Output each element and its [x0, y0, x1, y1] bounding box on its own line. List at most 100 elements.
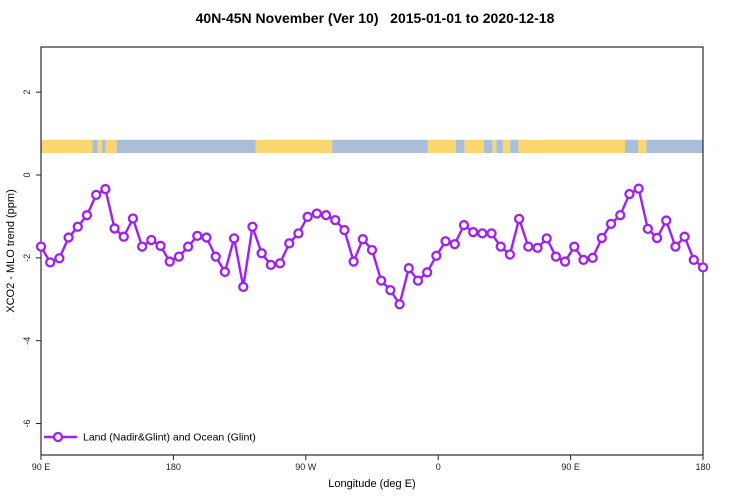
- data-point: [228, 233, 240, 244]
- data-point: [100, 183, 111, 195]
- data-point: [486, 228, 497, 239]
- data-point: [651, 232, 663, 244]
- map-band-segment-land: [255, 139, 333, 154]
- data-point: [182, 241, 194, 252]
- data-point: [127, 213, 139, 224]
- x-axis-title: Longitude (deg E): [328, 478, 416, 490]
- data-point: [35, 241, 47, 252]
- data-point: [596, 232, 608, 244]
- data-point: [679, 231, 690, 242]
- data-point: [91, 189, 102, 201]
- data-point: [559, 256, 571, 267]
- map-band-segment-ocean: [646, 139, 703, 154]
- data-point: [219, 266, 231, 278]
- data-point: [431, 250, 442, 261]
- data-point: [633, 183, 644, 194]
- data-point: [320, 210, 332, 221]
- data-point: [247, 221, 258, 232]
- data-point: [265, 259, 277, 271]
- map-band-segment-land: [97, 139, 103, 154]
- map-band-segment-ocean: [625, 139, 639, 154]
- data-point: [661, 215, 672, 226]
- data-point: [311, 208, 322, 219]
- data-point: [155, 240, 166, 251]
- x-tick-label: 180: [695, 462, 710, 472]
- map-band-segment-land: [518, 139, 626, 154]
- data-point: [642, 223, 653, 234]
- data-point: [238, 281, 249, 292]
- data-point: [605, 218, 617, 230]
- data-point: [688, 254, 699, 266]
- y-tick-label: 2: [22, 90, 32, 95]
- data-point: [458, 219, 470, 231]
- data-point: [440, 236, 451, 247]
- data-point: [348, 256, 359, 267]
- data-point: [504, 249, 516, 260]
- map-band-segment-land: [492, 139, 497, 154]
- map-band-segment-ocean: [455, 139, 465, 154]
- data-point: [192, 230, 203, 242]
- y-tick-label: -2: [22, 254, 32, 262]
- data-point: [63, 232, 74, 243]
- map-band-segment-ocean: [116, 139, 256, 154]
- data-point: [210, 251, 221, 262]
- data-point: [697, 262, 709, 273]
- data-point: [54, 253, 65, 264]
- map-band-segment-ocean: [332, 139, 428, 154]
- data-point: [412, 275, 424, 286]
- data-point: [72, 221, 83, 232]
- data-point: [256, 248, 267, 259]
- data-point: [670, 241, 681, 252]
- data-point: [467, 227, 479, 238]
- data-point: [201, 232, 212, 243]
- data-point: [146, 234, 157, 246]
- chart-title: 40N-45N November (Ver 10) 2015-01-01 to …: [195, 10, 555, 26]
- data-point: [293, 228, 304, 239]
- data-point: [532, 242, 543, 254]
- map-band-segment-land: [502, 139, 511, 154]
- data-point: [330, 214, 341, 226]
- data-point: [164, 256, 175, 267]
- data-point: [624, 188, 635, 200]
- data-point: [422, 267, 433, 278]
- y-tick-label: -6: [22, 420, 32, 428]
- data-point: [550, 251, 562, 262]
- data-point: [569, 241, 580, 252]
- data-point: [45, 257, 56, 268]
- data-point: [523, 241, 534, 252]
- map-band-segment-land: [464, 139, 484, 154]
- data-point: [587, 252, 598, 263]
- data-point: [173, 251, 185, 262]
- data-point: [449, 239, 460, 250]
- map-band-segment-ocean: [92, 139, 98, 154]
- data-point: [403, 263, 414, 274]
- legend-label: Land (Nadir&Glint) and Ocean (Glint): [83, 432, 256, 444]
- x-tick-label: 90 W: [295, 462, 317, 472]
- x-tick-label: 90 E: [561, 462, 580, 472]
- map-band-segment-ocean: [102, 139, 106, 154]
- data-point: [339, 224, 350, 236]
- data-point: [284, 238, 295, 249]
- map-band-segment-ocean: [483, 139, 493, 154]
- data-point: [513, 213, 525, 225]
- data-point: [302, 211, 313, 222]
- x-tick-label: 0: [436, 462, 441, 472]
- data-point: [376, 275, 387, 286]
- data-point: [274, 258, 286, 269]
- data-point: [394, 299, 405, 310]
- data-point: [366, 244, 378, 256]
- x-tick-label: 180: [166, 462, 181, 472]
- map-band-segment-land: [638, 139, 647, 154]
- data-point: [615, 210, 626, 221]
- map-band-segment-land: [105, 139, 117, 154]
- data-point: [357, 234, 368, 245]
- data-point: [136, 241, 148, 252]
- x-tick-label: 90 E: [32, 462, 51, 472]
- y-tick-label: 0: [22, 172, 32, 177]
- map-band-segment-land: [41, 139, 93, 154]
- y-axis-title: XCO2 - MLO trend (ppm): [5, 189, 17, 313]
- map-band-segment-land: [427, 139, 456, 154]
- data-point: [477, 228, 488, 239]
